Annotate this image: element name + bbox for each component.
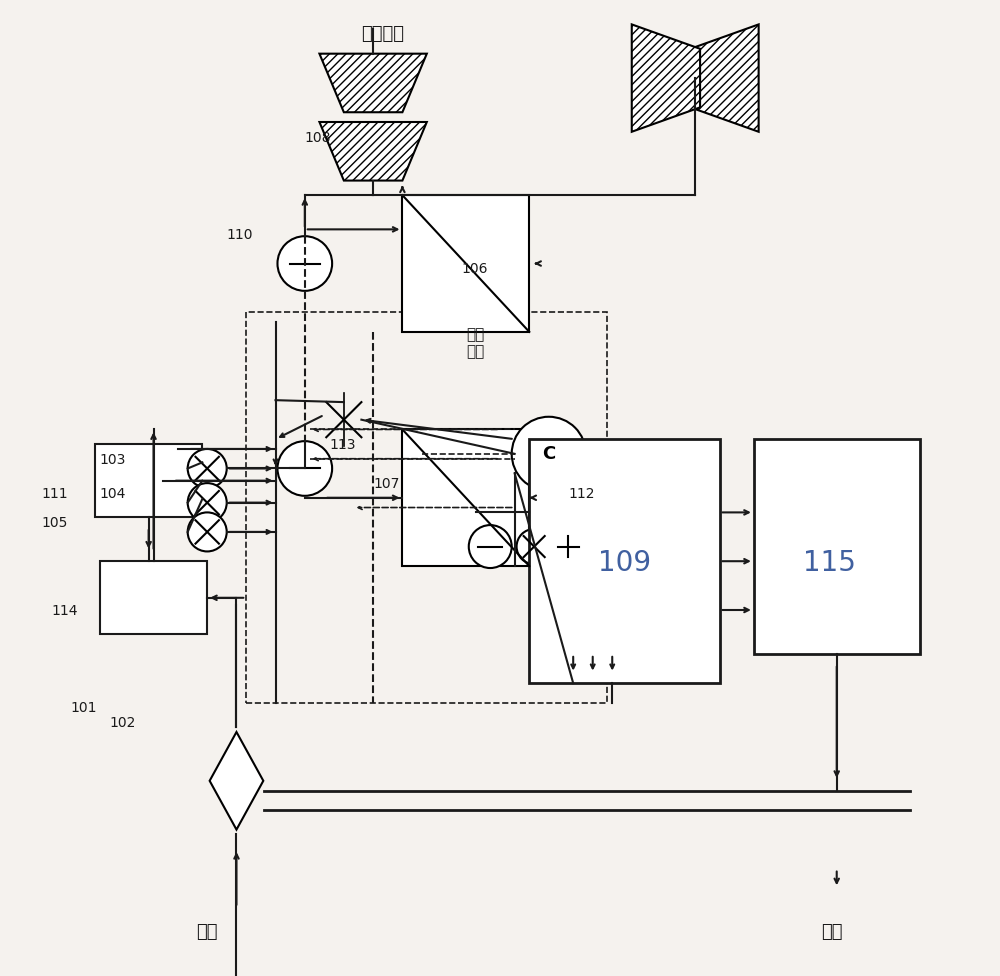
Polygon shape bbox=[690, 24, 759, 132]
Text: 104: 104 bbox=[100, 487, 126, 501]
Polygon shape bbox=[632, 24, 700, 132]
Circle shape bbox=[188, 483, 227, 522]
Text: 114: 114 bbox=[51, 604, 78, 618]
Circle shape bbox=[512, 417, 586, 491]
Text: 101: 101 bbox=[71, 702, 97, 715]
Polygon shape bbox=[319, 122, 427, 181]
Text: 109: 109 bbox=[598, 549, 651, 577]
Text: 103: 103 bbox=[100, 453, 126, 467]
Text: 110: 110 bbox=[227, 228, 253, 242]
Bar bbox=[402, 429, 529, 566]
Bar bbox=[246, 312, 607, 703]
Bar bbox=[95, 444, 202, 517]
Circle shape bbox=[188, 449, 227, 488]
Text: 107: 107 bbox=[373, 477, 399, 491]
Text: 102: 102 bbox=[110, 716, 136, 730]
Text: 尾气: 尾气 bbox=[821, 923, 843, 941]
Polygon shape bbox=[319, 54, 427, 112]
Bar bbox=[529, 439, 720, 683]
Text: 105: 105 bbox=[41, 516, 68, 530]
Bar bbox=[100, 561, 207, 634]
Text: 111: 111 bbox=[41, 487, 68, 501]
Bar bbox=[402, 195, 529, 332]
Text: 106: 106 bbox=[461, 263, 487, 276]
Text: 富氮空气: 富氮空气 bbox=[361, 25, 404, 43]
Text: 113: 113 bbox=[329, 438, 356, 452]
Text: 空气: 空气 bbox=[196, 923, 218, 941]
Text: 112: 112 bbox=[568, 487, 595, 501]
Bar bbox=[754, 439, 920, 654]
Polygon shape bbox=[210, 732, 263, 830]
Circle shape bbox=[188, 512, 227, 551]
Text: 108: 108 bbox=[305, 131, 331, 144]
Circle shape bbox=[551, 529, 586, 564]
Circle shape bbox=[469, 525, 512, 568]
Circle shape bbox=[277, 441, 332, 496]
Circle shape bbox=[517, 529, 552, 564]
Text: 115: 115 bbox=[803, 549, 855, 577]
Circle shape bbox=[277, 236, 332, 291]
Text: C: C bbox=[542, 445, 555, 463]
Text: 富氧
空气: 富氧 空气 bbox=[466, 327, 484, 359]
